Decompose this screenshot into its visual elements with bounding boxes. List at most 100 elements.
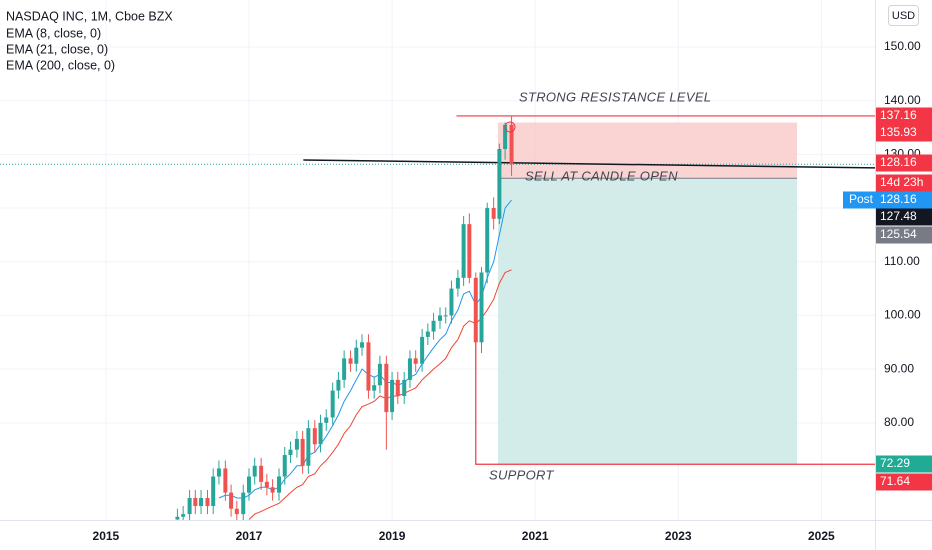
price-tag-bg — [876, 154, 932, 172]
price-tag-bg — [876, 208, 932, 226]
candle-body — [461, 224, 466, 278]
grid — [0, 0, 875, 520]
candle-body — [366, 342, 371, 391]
candle-body — [211, 476, 216, 507]
y-tick-label: 140.00 — [884, 93, 921, 107]
candle-body — [360, 342, 365, 348]
price-tag: 135.93 — [876, 124, 932, 142]
candle-body — [241, 492, 246, 515]
price-tag-bg — [876, 107, 932, 125]
x-tick-label: 2015 — [93, 529, 120, 543]
candle-body — [181, 514, 186, 517]
candle-body — [216, 468, 221, 477]
candle-body — [270, 487, 275, 493]
price-tag-value: 137.16 — [880, 108, 917, 122]
candle-body — [354, 347, 359, 364]
candle-body — [425, 331, 430, 337]
candle-body — [246, 476, 251, 493]
price-tag-value: 127.48 — [880, 209, 917, 223]
candle-body — [318, 422, 323, 445]
price-tag-bg — [876, 473, 932, 491]
candle-body — [199, 497, 204, 507]
price-tags: 137.16 135.93 128.16 14d 23h Post 128.16 127.4… — [843, 107, 932, 491]
x-tick-label: 2019 — [379, 529, 406, 543]
candle-body — [175, 516, 180, 520]
annotation: SUPPORT — [489, 467, 554, 482]
candle-body — [282, 455, 287, 477]
candle-body — [479, 272, 484, 343]
x-tick-label: 2023 — [665, 529, 692, 543]
price-tag-text: Post — [849, 192, 874, 206]
price-tag: 137.16 — [876, 107, 932, 125]
price-tag-value: 135.93 — [880, 125, 917, 139]
chart-title: NASDAQ INC, 1M, Cboe BZX — [6, 9, 173, 23]
price-tag: Post 128.16 — [843, 191, 932, 209]
price-tag-value: 71.64 — [880, 474, 910, 488]
candle-body — [467, 224, 472, 278]
candle-body — [431, 320, 436, 332]
candle-body — [491, 208, 496, 219]
candle-body — [509, 124, 514, 165]
price-tag-value: 72.29 — [880, 456, 910, 470]
candle-body — [390, 379, 395, 413]
stop-zone — [497, 122, 798, 179]
candle-body — [300, 438, 305, 466]
price-tag: 72.29 — [876, 455, 932, 473]
candle-body — [252, 465, 257, 477]
candle-body — [330, 390, 335, 418]
plot-area — [0, 115, 875, 520]
ema-line — [248, 269, 512, 520]
candle-body — [407, 358, 412, 380]
y-tick-label: 150.00 — [884, 39, 921, 53]
candle-body — [395, 379, 400, 396]
price-tag: 127.48 — [876, 208, 932, 226]
candle-body — [336, 379, 341, 391]
price-tag-value: 128.16 — [880, 192, 917, 206]
trendline — [303, 159, 875, 169]
candle-body — [413, 358, 418, 364]
currency-button[interactable]: USD — [888, 5, 919, 26]
candle-body — [348, 358, 353, 364]
candle-body — [234, 508, 239, 515]
candle-body — [377, 363, 382, 386]
candle-body — [229, 492, 234, 509]
candle-body — [294, 438, 299, 450]
candle-body — [449, 288, 454, 316]
candle-body — [503, 124, 508, 149]
price-tag-text: 14d 23h — [880, 175, 923, 189]
price-tag: 14d 23h — [876, 174, 932, 192]
annotation: STRONG RESISTANCE LEVEL — [519, 89, 711, 104]
x-tick-label: 2021 — [522, 529, 549, 543]
legend-entry: EMA (21, close, 0) — [6, 42, 108, 56]
candle-body — [402, 379, 407, 396]
candle-body — [342, 358, 347, 380]
candle-body — [485, 208, 490, 273]
price-tag-bg — [843, 191, 932, 209]
currency-button-frame[interactable] — [888, 5, 919, 26]
candle-body — [312, 428, 317, 445]
y-tick-label: 110.00 — [884, 254, 920, 268]
price-tag-bg — [876, 455, 932, 473]
price-tag: 125.54 — [876, 226, 932, 244]
candle-body — [193, 497, 198, 507]
axes: 80.0090.00100.00110.00120.00130.00140.00… — [93, 39, 921, 543]
candle-body — [223, 468, 228, 493]
currency-label[interactable]: USD — [892, 10, 915, 22]
price-tag-value: 125.54 — [880, 227, 917, 241]
candle-body — [372, 385, 377, 391]
price-tag-value: 128.16 — [880, 155, 917, 169]
y-tick-label: 100.00 — [884, 308, 921, 322]
annotation: SELL AT CANDLE OPEN — [525, 168, 678, 183]
candle-body — [264, 481, 269, 488]
candle-body — [205, 497, 210, 507]
candle-body — [473, 277, 478, 343]
candle-body — [259, 465, 264, 482]
candle-body — [443, 315, 448, 317]
candle-body — [288, 449, 293, 456]
price-tag: 71.64 — [876, 473, 932, 491]
header: NASDAQ INC, 1M, Cboe BZX EMA (8, close, … — [6, 9, 173, 72]
legend-entry: EMA (200, close, 0) — [6, 58, 115, 72]
candle-body — [497, 148, 502, 219]
candle-body — [438, 315, 443, 321]
